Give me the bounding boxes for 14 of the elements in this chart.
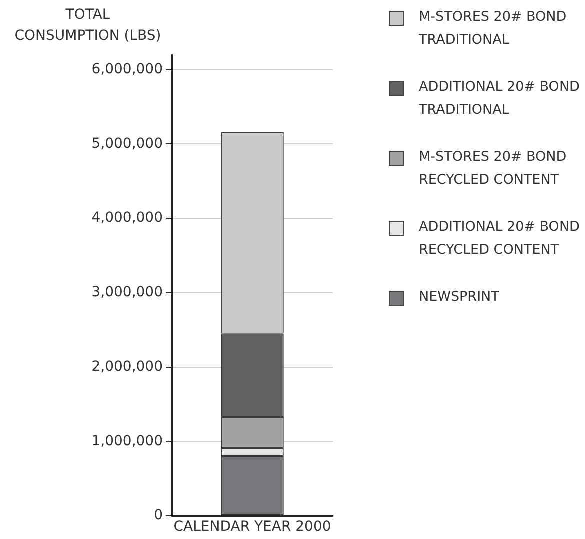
x-tick-label: CALENDAR YEAR 2000: [174, 519, 332, 536]
y-tick-label: 6,000,000: [92, 62, 163, 78]
y-tick-label: 2,000,000: [92, 358, 163, 375]
text: M-STORES 20# BOND TRADITIONAL: [419, 8, 568, 50]
y-tick-label: 3,000,000: [92, 284, 163, 301]
y-tick-label: 4,000,000: [92, 210, 163, 226]
y-tick-label: 5,000,000: [92, 136, 163, 152]
legend-label: M-STORES 20# BOND RECYCLED CONTENT: [419, 148, 568, 190]
legend-label: ADDITIONAL 20# BOND RECYCLED CONTENT: [419, 218, 581, 260]
y-axis-title: TOTAL CONSUMPTION (LBS): [14, 6, 162, 46]
y-tick-label: 0: [154, 508, 163, 524]
legend-label: NEWSPRINT: [419, 288, 500, 307]
legend-label: ADDITIONAL 20# BOND TRADITIONAL: [419, 78, 581, 120]
y-tick-label: 1,000,000: [92, 433, 163, 450]
